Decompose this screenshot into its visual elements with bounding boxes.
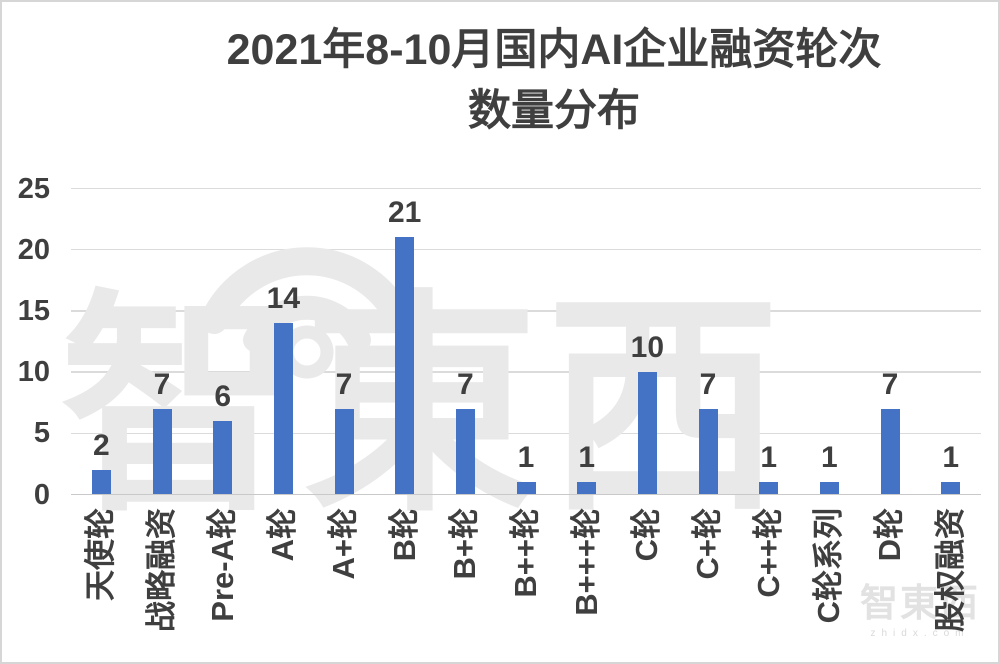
- x-axis-line: [71, 493, 981, 496]
- bar-value-label: 1: [820, 441, 838, 475]
- x-axis-category-label: A+轮: [326, 508, 361, 580]
- bar: [334, 408, 354, 495]
- bar-value-label: 6: [214, 380, 231, 414]
- x-axis-category-label: B++轮: [508, 508, 543, 598]
- corner-watermark-url: zhidx.com: [870, 628, 970, 639]
- corner-watermark-text: 智東西: [859, 583, 980, 625]
- bar: [91, 470, 111, 495]
- x-axis-category-label: C+轮: [690, 508, 725, 580]
- x-axis-category-label: Pre-A轮: [204, 508, 240, 622]
- y-axis-tick-label: 20: [17, 233, 50, 266]
- x-axis-category-label: C轮: [629, 508, 665, 562]
- x-axis-category-label: C轮系列: [811, 508, 847, 624]
- x-axis-category-label: A轮: [265, 508, 301, 562]
- gridline: [71, 371, 981, 373]
- y-axis-tick-label: 15: [17, 294, 50, 327]
- x-axis-category-label: C++轮: [750, 508, 786, 598]
- x-axis-category-label: 股权融资: [932, 508, 968, 632]
- gridline: [71, 187, 981, 190]
- bar: [455, 408, 475, 495]
- x-axis-category-label: B+轮: [447, 508, 483, 580]
- watermark-brand-text: 智東西: [60, 275, 789, 538]
- bar: [637, 372, 657, 495]
- bar: [819, 482, 839, 495]
- bar: [152, 408, 172, 495]
- bar-value-label: 1: [760, 441, 777, 475]
- x-axis-category-label: 战略融资: [144, 508, 179, 632]
- bar: [880, 408, 900, 495]
- corner-watermark: 智東西 zhidx.com: [850, 582, 990, 639]
- bar-value-label: 21: [387, 196, 422, 230]
- y-axis-tick-label: 25: [17, 172, 50, 205]
- bar-value-label: 7: [881, 367, 899, 401]
- bar-value-label: 2: [92, 429, 110, 463]
- bar-value-label: 7: [699, 367, 717, 401]
- bar: [577, 482, 597, 495]
- chart-title-line1: 2021年8-10月国内AI企业融资轮次: [226, 26, 882, 74]
- bar-value-label: 10: [630, 331, 665, 365]
- gridline: [71, 310, 981, 312]
- x-axis-category-label: B+++轮: [568, 508, 604, 616]
- y-axis-tick-label: 5: [33, 417, 50, 450]
- y-axis-tick-label: 0: [33, 478, 50, 511]
- bar: [273, 323, 293, 495]
- bar-value-label: 7: [456, 367, 474, 401]
- gridline: [71, 432, 981, 435]
- y-axis-tick-label: 10: [17, 356, 50, 389]
- bar: [213, 421, 233, 495]
- x-axis-category-label: D轮: [872, 508, 907, 562]
- bar: [698, 408, 718, 495]
- x-axis-category-label: 天使轮: [83, 508, 119, 601]
- x-axis-category-label: B轮: [386, 508, 422, 562]
- bar: [395, 237, 415, 495]
- bar-value-label: 1: [517, 441, 535, 475]
- bar-value-label: 7: [335, 367, 353, 401]
- bar-value-label: 1: [942, 441, 959, 475]
- gridline: [71, 248, 981, 251]
- bar-value-label: 14: [266, 282, 301, 316]
- bar: [516, 482, 536, 495]
- bar-value-label: 1: [578, 441, 595, 475]
- chart-title-line2: 数量分布: [467, 87, 640, 136]
- bar-value-label: 7: [153, 367, 171, 401]
- chart-title: 2021年8-10月国内AI企业融资轮次 数量分布: [227, 20, 882, 142]
- bar: [759, 482, 779, 495]
- bar: [941, 482, 961, 495]
